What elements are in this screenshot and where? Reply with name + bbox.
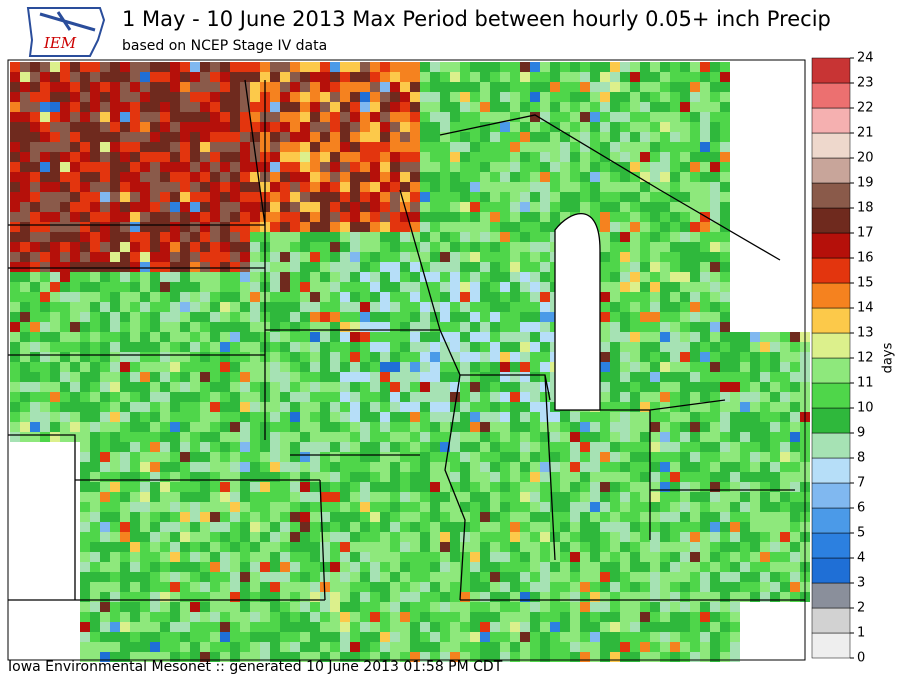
colorbar-tick-label: 2 [857,601,865,616]
colorbar-bin [811,107,851,134]
colorbar-tick-label: 22 [857,101,874,116]
colorbar-tick-label: 23 [857,76,874,91]
colorbar-tick-label: 13 [857,326,874,341]
colorbar-tick-label: 10 [857,401,874,416]
colorbar-tick-label: 7 [857,476,865,491]
colorbar-tick-label: 21 [857,126,874,141]
colorbar-tick-label: 15 [857,276,874,291]
colorbar-tick-label: 5 [857,526,865,541]
colorbar-bin [811,182,851,209]
colorbar-bin [811,382,851,409]
colorbar-bin [811,57,851,84]
colorbar-tick-label: 11 [857,376,874,391]
colorbar-tick-label: 19 [857,176,874,191]
colorbar-bin [811,232,851,259]
colorbar-label: days [881,342,896,373]
colorbar-bin [811,432,851,459]
colorbar-tick-label: 12 [857,351,874,366]
logo-text: IEM [43,34,77,52]
colorbar-tick-label: 1 [857,626,865,641]
colorbar-bin [811,82,851,109]
colorbar-tick-label: 16 [857,251,874,266]
colorbar-bin [811,207,851,234]
map-title: 1 May - 10 June 2013 Max Period between … [122,7,831,31]
logo: IEM [26,7,106,57]
colorbar-bin [811,632,851,659]
colorbar-bin [811,157,851,184]
colorbar-bin [811,482,851,509]
colorbar-tick-label: 14 [857,301,874,316]
colorbar-tick-label: 8 [857,451,865,466]
colorbar-tick-label: 3 [857,576,865,591]
colorbar-bin [811,532,851,559]
colorbar-tick-label: 9 [857,426,865,441]
colorbar-tick-label: 18 [857,201,874,216]
colorbar-bin [811,407,851,434]
colorbar-tick-label: 24 [857,51,874,66]
state-borders [8,79,805,601]
colorbar-bin [811,607,851,634]
footer: Iowa Environmental Mesonet :: generated … [8,659,503,675]
map [10,62,810,662]
colorbar-bin [811,582,851,609]
colorbar-bin [811,257,851,284]
colorbar-bin [811,282,851,309]
map-subtitle: based on NCEP Stage IV data [122,38,327,54]
colorbar-tick-label: 20 [857,151,874,166]
colorbar-bin [811,457,851,484]
colorbar-bin [811,132,851,159]
colorbar-tick-label: 17 [857,226,874,241]
colorbar-bin [811,557,851,584]
colorbar-bin [811,357,851,384]
map-frame [7,59,806,661]
colorbar-tick-label: 4 [857,551,865,566]
colorbar-bin [811,332,851,359]
colorbar-bin [811,307,851,334]
colorbar-tick-label: 0 [857,651,865,666]
colorbar-tick-label: 6 [857,501,865,516]
colorbar-bin [811,507,851,534]
